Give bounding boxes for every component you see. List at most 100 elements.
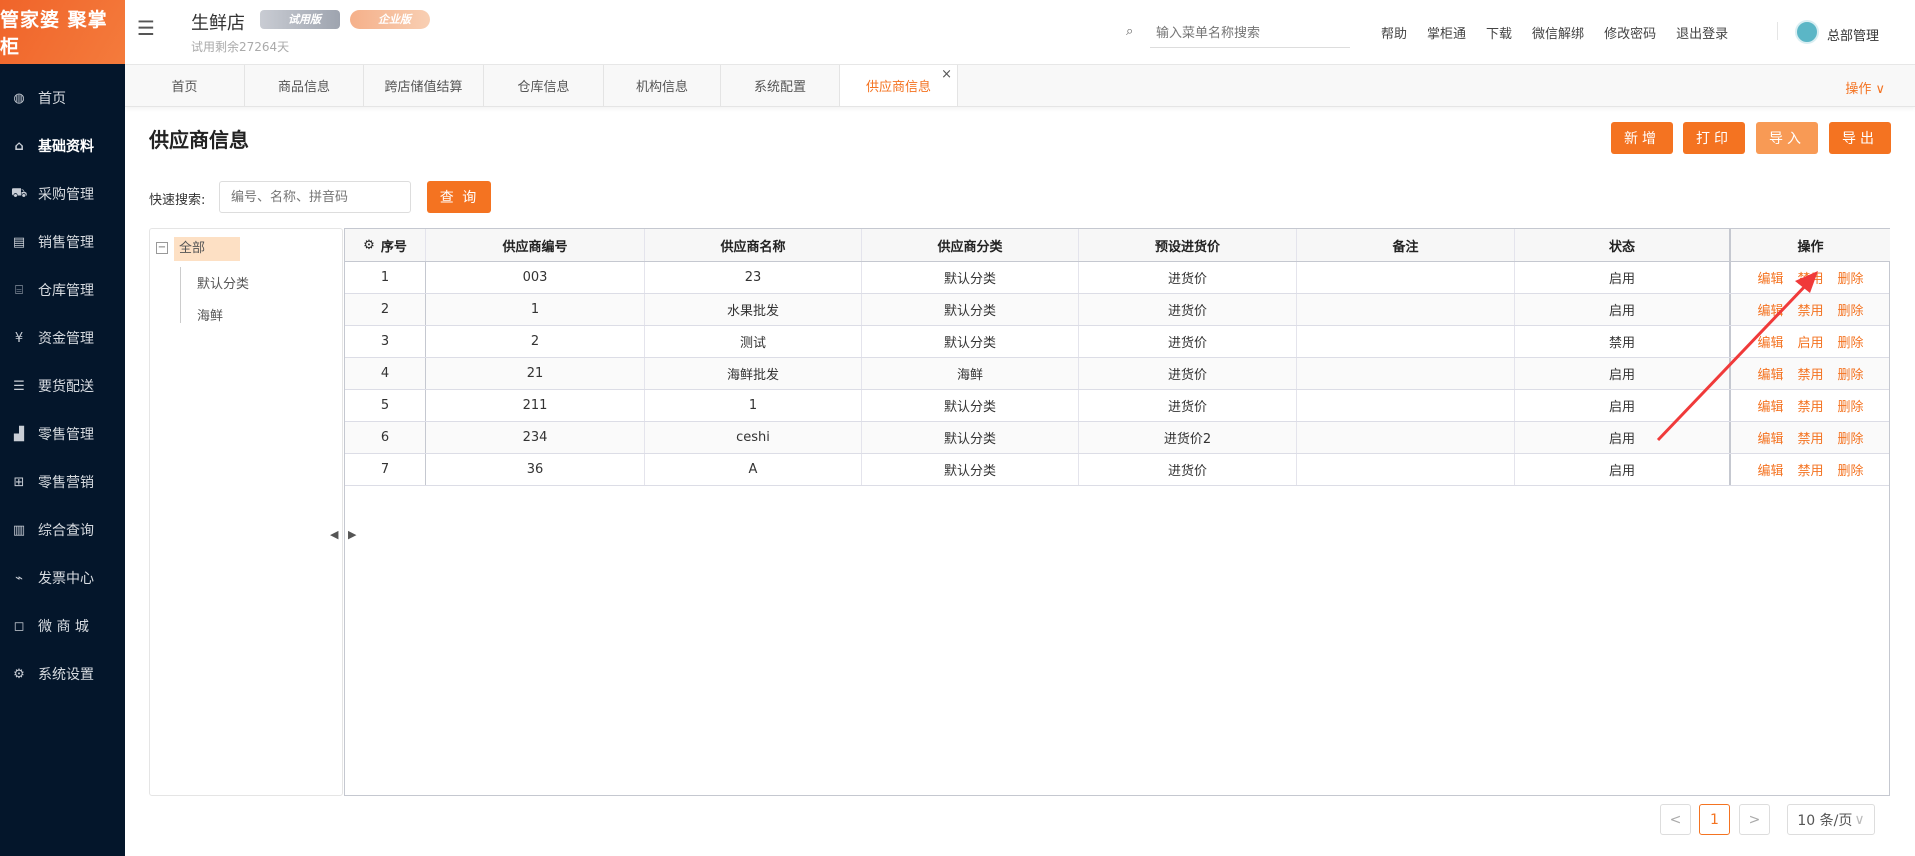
tab-1[interactable]: 商品信息 bbox=[245, 65, 364, 106]
close-tab-icon[interactable]: × bbox=[941, 67, 952, 82]
toggle-status-link[interactable]: 禁用 bbox=[1797, 464, 1824, 479]
table-cell: 进货价 bbox=[1079, 358, 1297, 389]
table-cell: 编辑 禁用 删除 bbox=[1731, 262, 1890, 293]
query-button[interactable]: 查 询 bbox=[427, 181, 491, 213]
column-settings-icon[interactable]: ⚙ bbox=[363, 237, 375, 253]
menu-toggle-icon[interactable]: ☰ bbox=[137, 16, 155, 40]
prev-page-button[interactable]: < bbox=[1660, 804, 1691, 835]
sidebar: 管家婆 聚掌柜 ◍ 首页 ⌂ 基础资料 ⛟ 采购管理 ▤ 销售管理 ⌸ 仓库管理 ¥ 资金管理 ☰ 要货配… bbox=[0, 0, 125, 856]
supplier-table: ⚙ 序号 供应商编号 供应商名称 供应商分类 预设进货价 备注 状态 操作 1 003 23 默认分类进… bbox=[344, 228, 1890, 796]
tab-2[interactable]: 跨店储值结算 bbox=[364, 65, 484, 106]
delete-link[interactable]: 删除 bbox=[1837, 336, 1864, 351]
header-link-4[interactable]: 修改密码 bbox=[1604, 27, 1657, 42]
edit-link[interactable]: 编辑 bbox=[1757, 464, 1784, 479]
toggle-status-link[interactable]: 禁用 bbox=[1797, 400, 1824, 415]
header-link-3[interactable]: 微信解绑 bbox=[1532, 27, 1585, 42]
sidebar-item-4[interactable]: ⌸ 仓库管理 bbox=[0, 270, 125, 310]
table-cell: 默认分类 bbox=[862, 294, 1079, 325]
column-header-label: 操作 bbox=[1797, 239, 1824, 255]
delete-link[interactable]: 删除 bbox=[1837, 432, 1864, 447]
trial-badge: 试用版 bbox=[260, 10, 340, 29]
column-header[interactable]: ⚙ 序号 bbox=[345, 229, 426, 261]
column-header-label: 预设进货价 bbox=[1154, 239, 1220, 255]
table-cell: 水果批发 bbox=[645, 294, 862, 325]
column-header[interactable]: 供应商编号 bbox=[426, 229, 645, 261]
tab-6[interactable]: 供应商信息 × bbox=[840, 65, 958, 106]
tree-node-root[interactable]: 全部 bbox=[174, 237, 240, 261]
edit-link[interactable]: 编辑 bbox=[1757, 272, 1784, 287]
toggle-status-link[interactable]: 禁用 bbox=[1797, 272, 1824, 287]
header-link-1[interactable]: 掌柜通 bbox=[1427, 27, 1467, 42]
tab-3[interactable]: 仓库信息 bbox=[484, 65, 604, 106]
delete-link[interactable]: 删除 bbox=[1837, 400, 1864, 415]
header-link-2[interactable]: 下载 bbox=[1486, 27, 1513, 42]
sidebar-item-label: 仓库管理 bbox=[38, 283, 94, 299]
sidebar-item-7[interactable]: ▟ 零售管理 bbox=[0, 414, 125, 454]
sidebar-item-10[interactable]: ⌁ 发票中心 bbox=[0, 558, 125, 598]
table-cell: 3 bbox=[345, 326, 426, 357]
sidebar-item-12[interactable]: ⚙ 系统设置 bbox=[0, 654, 125, 694]
sidebar-item-11[interactable]: ◻ 微 商 城 bbox=[0, 606, 125, 646]
area-chart-icon: ▟ bbox=[14, 426, 24, 442]
collapse-left-icon[interactable]: ◀ bbox=[330, 528, 339, 541]
table-cell: 5 bbox=[345, 390, 426, 421]
edit-link[interactable]: 编辑 bbox=[1757, 432, 1784, 447]
print-button[interactable]: 打印 bbox=[1683, 122, 1745, 154]
calendar-check-icon: ▤ bbox=[12, 234, 26, 250]
sidebar-item-5[interactable]: ¥ 资金管理 bbox=[0, 318, 125, 358]
toggle-status-link[interactable]: 禁用 bbox=[1797, 304, 1824, 319]
tab-0[interactable]: 首页 bbox=[125, 65, 245, 106]
header-link-5[interactable]: 退出登录 bbox=[1676, 27, 1729, 42]
edit-link[interactable]: 编辑 bbox=[1757, 400, 1784, 415]
avatar[interactable] bbox=[1795, 20, 1819, 44]
sidebar-item-1[interactable]: ⌂ 基础资料 bbox=[0, 126, 125, 166]
sidebar-item-6[interactable]: ☰ 要货配送 bbox=[0, 366, 125, 406]
delete-link[interactable]: 删除 bbox=[1837, 368, 1864, 383]
column-header[interactable]: 备注 bbox=[1297, 229, 1515, 261]
table-cell: 211 bbox=[426, 390, 645, 421]
toggle-status-link[interactable]: 禁用 bbox=[1797, 432, 1824, 447]
menu-search-input[interactable] bbox=[1150, 20, 1350, 48]
tree-node[interactable]: 海鲜 bbox=[197, 309, 224, 324]
sidebar-item-3[interactable]: ▤ 销售管理 bbox=[0, 222, 125, 262]
next-page-button[interactable]: > bbox=[1739, 804, 1770, 835]
page-size-select[interactable]: 10 条/页 ∨ bbox=[1787, 804, 1875, 835]
delete-link[interactable]: 删除 bbox=[1837, 272, 1864, 287]
import-button[interactable]: 导入 bbox=[1756, 122, 1818, 154]
sidebar-item-0[interactable]: ◍ 首页 bbox=[0, 78, 125, 118]
sidebar-item-2[interactable]: ⛟ 采购管理 bbox=[0, 174, 125, 214]
delete-link[interactable]: 删除 bbox=[1837, 464, 1864, 479]
collapse-icon[interactable]: − bbox=[156, 242, 168, 254]
user-name[interactable]: 总部管理 bbox=[1827, 29, 1880, 44]
edit-link[interactable]: 编辑 bbox=[1757, 304, 1784, 319]
toggle-status-link[interactable]: 禁用 bbox=[1797, 368, 1824, 383]
delete-link[interactable]: 删除 bbox=[1837, 304, 1864, 319]
table-cell: 禁用 bbox=[1515, 326, 1731, 357]
table-row: 5 211 1 默认分类 进货价 启用 编辑 禁用 删除 bbox=[345, 390, 1889, 422]
table-cell: 编辑 禁用 删除 bbox=[1731, 454, 1890, 485]
edit-link[interactable]: 编辑 bbox=[1757, 336, 1784, 351]
column-header[interactable]: 状态 bbox=[1515, 229, 1731, 261]
sidebar-item-label: 发票中心 bbox=[38, 571, 94, 587]
edit-link[interactable]: 编辑 bbox=[1757, 368, 1784, 383]
sidebar-item-label: 基础资料 bbox=[38, 139, 94, 155]
column-header: 操作 bbox=[1731, 229, 1890, 261]
quick-search-input[interactable] bbox=[219, 181, 411, 213]
home-icon: ⌂ bbox=[14, 138, 24, 154]
page-1-button[interactable]: 1 bbox=[1699, 804, 1730, 835]
tab-5[interactable]: 系统配置 bbox=[721, 65, 840, 106]
export-button[interactable]: 导出 bbox=[1829, 122, 1891, 154]
tabs-action-dropdown[interactable]: 操作 ∨ bbox=[1845, 82, 1885, 97]
column-header[interactable]: 预设进货价 bbox=[1079, 229, 1297, 261]
toggle-status-link[interactable]: 启用 bbox=[1797, 336, 1824, 351]
add-button[interactable]: 新增 bbox=[1611, 122, 1673, 154]
expand-right-icon[interactable]: ▶ bbox=[348, 528, 357, 541]
tree-node[interactable]: 默认分类 bbox=[197, 277, 250, 292]
column-header[interactable]: 供应商分类 bbox=[862, 229, 1079, 261]
sidebar-item-9[interactable]: ▥ 综合查询 bbox=[0, 510, 125, 550]
sidebar-item-8[interactable]: ⊞ 零售营销 bbox=[0, 462, 125, 502]
tab-4[interactable]: 机构信息 bbox=[604, 65, 721, 106]
column-header[interactable]: 供应商名称 bbox=[645, 229, 862, 261]
header-link-0[interactable]: 帮助 bbox=[1381, 27, 1408, 42]
table-cell: 编辑 禁用 删除 bbox=[1731, 422, 1890, 453]
